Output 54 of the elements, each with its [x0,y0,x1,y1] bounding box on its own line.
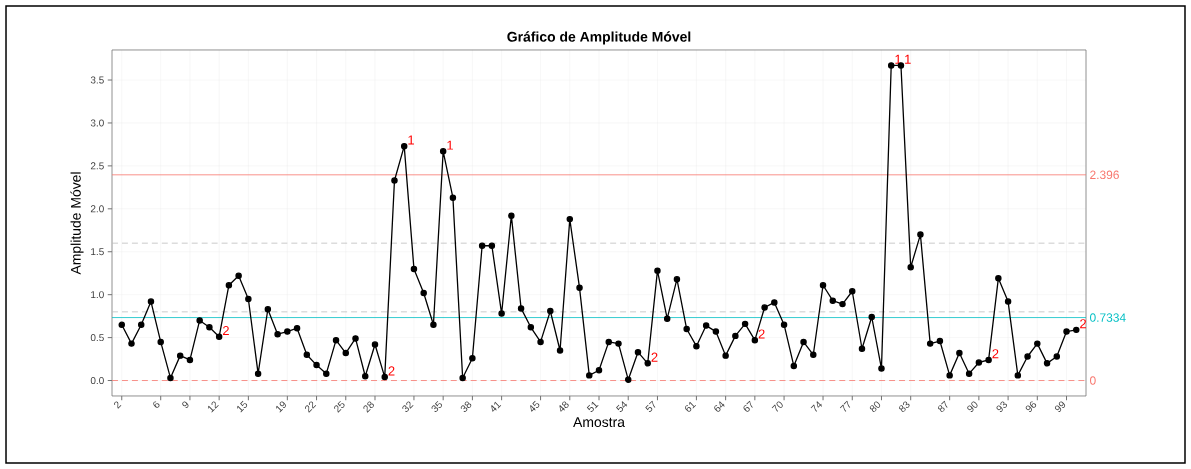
y-tick-label: 3.5 [90,76,104,84]
annotation: 1 [905,54,911,64]
x-tick-label: 61 [685,401,697,412]
x-tick-label: 45 [530,400,540,412]
ref-line-label: 2.396 [1090,170,1119,180]
x-tick-label: 77 [839,400,851,412]
x-tick-label: 90 [967,401,978,412]
x-tick-label: 64 [714,401,725,412]
y-tick-label: 3.0 [90,119,104,127]
annotation: 2 [1080,319,1087,329]
y-tick-label: 2.5 [90,162,104,170]
x-tick-label: 32 [402,401,414,412]
annotation: 2 [758,329,765,339]
x-tick-label: 25 [334,400,345,413]
y-axis-title: Amplitude Móvel [70,172,84,275]
x-tick-label: 74 [810,401,823,412]
x-tick-label: 51 [586,401,599,412]
x-tick-label: 70 [771,401,783,412]
x-tick-label: 96 [1025,401,1037,412]
annotation: 2 [388,366,395,376]
x-tick-label: 67 [743,400,753,412]
x-tick-label: 38 [460,401,472,412]
y-tick-label: 0.0 [90,377,104,385]
chart-title: Gráfico de Amplitude Móvel [507,31,691,45]
y-tick-label: 2.0 [90,205,104,213]
annotation: 2 [992,349,999,359]
x-tick-label: 87 [938,400,948,412]
y-tick-label: 0.5 [90,334,104,342]
x-tick-label: 83 [899,401,910,412]
x-tick-label: 99 [1054,401,1066,412]
x-tick-label: 93 [996,401,1007,412]
x-tick-label: 2 [114,401,122,409]
annotation: 2 [651,352,658,362]
x-tick-label: 9 [182,401,189,408]
x-tick-label: 48 [559,401,569,412]
x-tick-label: 15 [237,400,248,413]
annotation: 1 [408,135,414,145]
ref-line-label: 0 [1090,376,1096,385]
x-axis-title: Amostra [573,417,625,428]
x-tick-label: 12 [207,401,219,413]
y-tick-label: 1.5 [91,248,104,256]
x-tick-label: 28 [363,401,374,413]
x-tick-label: 41 [491,401,502,412]
annotation: 2 [223,326,229,336]
x-tick-label: 19 [276,401,286,413]
x-tick-label: 22 [304,401,317,413]
x-tick-label: 35 [431,400,442,412]
x-tick-label: 6 [153,401,160,408]
x-tick-label: 80 [869,401,881,412]
x-tick-label: 57 [645,400,656,412]
ref-line-label: 0.7334 [1090,313,1126,322]
y-tick-label: 1.0 [91,291,104,299]
x-tick-label: 54 [616,401,628,412]
annotation: 1 [447,140,453,150]
